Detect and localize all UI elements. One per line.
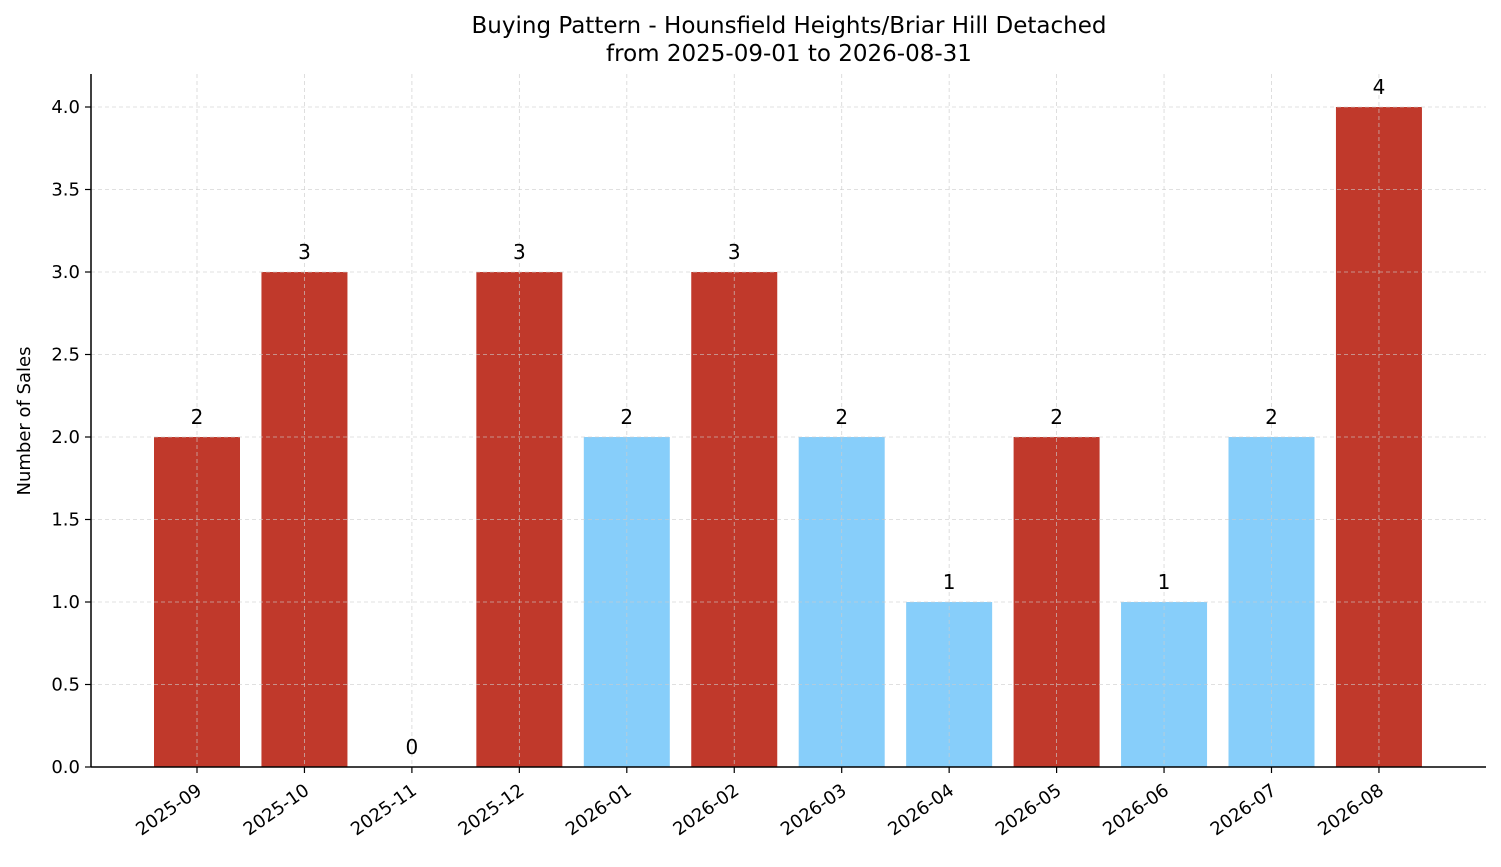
x-tick-label: 2025-11 bbox=[347, 780, 421, 840]
bar-value-label: 2 bbox=[620, 405, 633, 429]
y-tick-label: 0.0 bbox=[51, 757, 80, 778]
y-tick-label: 2.0 bbox=[51, 427, 80, 448]
bar-value-label: 2 bbox=[191, 405, 204, 429]
y-tick-label: 2.5 bbox=[51, 345, 80, 366]
x-tick-label: 2026-07 bbox=[1207, 780, 1281, 840]
bar-value-label: 0 bbox=[406, 735, 419, 759]
bar-value-label: 2 bbox=[1265, 405, 1278, 429]
y-tick-label: 1.0 bbox=[51, 592, 80, 613]
bar-value-label: 3 bbox=[728, 240, 741, 264]
bar-value-label: 1 bbox=[1158, 570, 1171, 594]
y-axis-label: Number of Sales bbox=[14, 346, 35, 495]
y-tick-label: 3.5 bbox=[51, 180, 80, 201]
x-tick-label: 2026-08 bbox=[1314, 780, 1388, 840]
x-tick-label: 2025-09 bbox=[132, 780, 206, 840]
y-tick-label: 4.0 bbox=[51, 97, 80, 118]
y-tick-label: 1.5 bbox=[51, 510, 80, 531]
x-tick-label: 2025-12 bbox=[455, 780, 529, 840]
x-tick-label: 2026-03 bbox=[777, 780, 851, 840]
x-tick-label: 2026-02 bbox=[669, 780, 743, 840]
x-tick-label: 2026-04 bbox=[884, 780, 958, 840]
bar-value-label: 4 bbox=[1373, 75, 1386, 99]
chart-subtitle: from 2025-09-01 to 2026-08-31 bbox=[606, 41, 972, 67]
bar-value-label: 3 bbox=[513, 240, 526, 264]
x-tick-label: 2026-05 bbox=[992, 780, 1066, 840]
bar-value-label: 2 bbox=[1050, 405, 1063, 429]
bar-value-label: 3 bbox=[298, 240, 311, 264]
x-tick-label: 2026-06 bbox=[1099, 780, 1173, 840]
x-tick-label: 2026-01 bbox=[562, 780, 636, 840]
y-tick-label: 0.5 bbox=[51, 675, 80, 696]
y-tick-label: 3.0 bbox=[51, 262, 80, 283]
x-tick-label: 2025-10 bbox=[240, 780, 314, 840]
bar-value-label: 1 bbox=[943, 570, 956, 594]
bar-value-label: 2 bbox=[835, 405, 848, 429]
data-labels-layer: 2 3 0 3 2 3 2 1 2 1 2 4 bbox=[191, 75, 1386, 759]
chart-title: Buying Pattern - Hounsfield Heights/Bria… bbox=[472, 13, 1107, 39]
